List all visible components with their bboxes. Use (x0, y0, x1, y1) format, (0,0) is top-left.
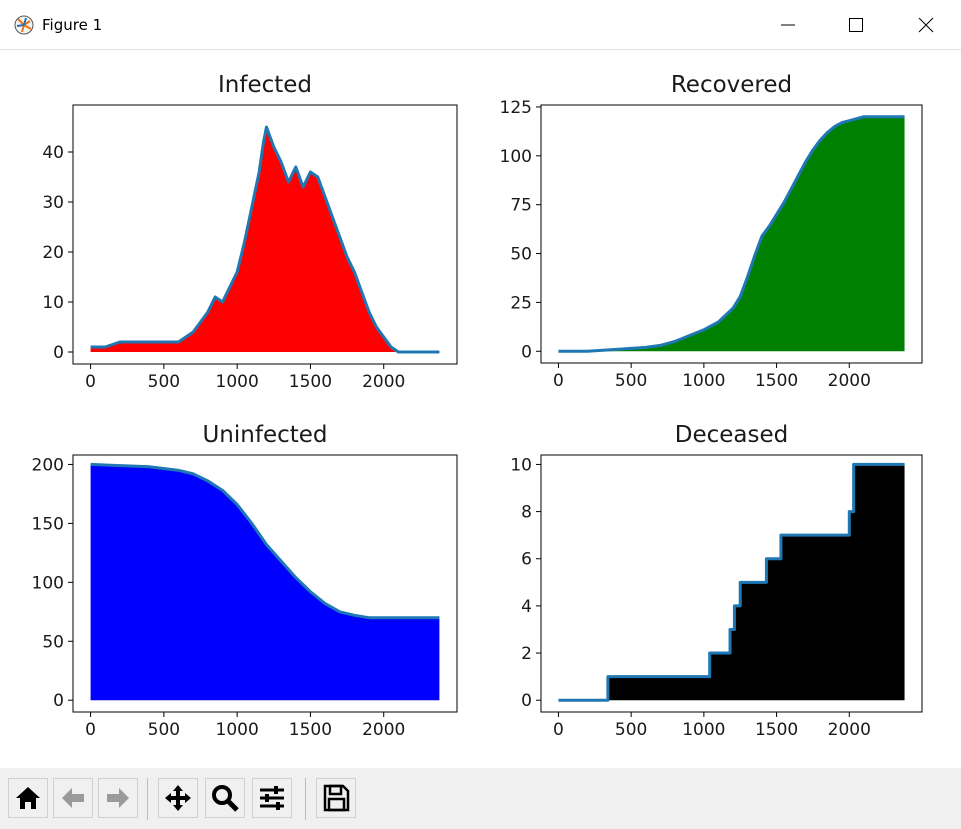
infected-ytick-label: 20 (42, 243, 64, 263)
uninfected-series-line (90, 462, 440, 620)
arrow-right-icon (107, 788, 129, 808)
deceased-ytick-label: 6 (521, 550, 532, 570)
infected-xtick-label: 1000 (216, 372, 259, 392)
navigation-toolbar (0, 768, 961, 829)
maximize-button[interactable] (824, 0, 888, 50)
uninfected-ytick-label: 200 (32, 455, 64, 475)
infected-chart: Infected 0 500 1000 1500 2000 0 10 20 30 40 (42, 72, 458, 392)
uninfected-xtick-label: 2000 (362, 720, 405, 740)
back-button[interactable] (53, 778, 93, 818)
deceased-xtick-label: 2000 (828, 720, 871, 740)
window-title: Figure 1 (42, 16, 103, 34)
recovered-axes-frame (540, 104, 923, 364)
arrow-left-icon (62, 788, 84, 808)
deceased-ytick-label: 0 (521, 691, 532, 711)
close-icon (918, 17, 934, 33)
recovered-xtick-label: 500 (615, 371, 647, 391)
recovered-xtick-label: 0 (553, 371, 564, 391)
window-titlebar: Figure 1 (0, 0, 961, 50)
magnifier-icon (212, 785, 239, 812)
deceased-xtick-label: 1500 (755, 720, 798, 740)
uninfected-ytick-label: 100 (32, 573, 64, 593)
infected-axes-frame (72, 104, 458, 365)
uninfected-xtick-label: 1000 (216, 720, 259, 740)
deceased-xtick-label: 0 (553, 720, 564, 740)
close-button[interactable] (894, 0, 958, 50)
uninfected-ytick-label: 150 (32, 514, 64, 534)
infected-series-line (90, 125, 440, 354)
uninfected-title: Uninfected (202, 422, 327, 448)
recovered-title: Recovered (671, 72, 792, 98)
sliders-icon (260, 786, 284, 810)
deceased-title: Deceased (675, 422, 788, 448)
deceased-chart: Deceased 0 500 1000 1500 2000 0 2 4 6 8 10 (510, 422, 923, 740)
uninfected-axes-frame (72, 454, 458, 713)
uninfected-ytick-label: 50 (42, 632, 64, 652)
uninfected-xtick-label: 0 (85, 720, 96, 740)
maximize-icon (849, 18, 863, 32)
deceased-area-fill (558, 464, 905, 701)
deceased-ytick-label: 10 (510, 455, 532, 475)
infected-ytick-label: 30 (42, 193, 64, 213)
infected-ytick-label: 0 (53, 343, 64, 363)
minimize-icon (781, 24, 795, 26)
infected-ytick-label: 40 (42, 143, 64, 163)
recovered-xtick-label: 1500 (755, 371, 798, 391)
matplotlib-logo-icon (14, 15, 34, 35)
recovered-chart: Recovered 0 500 1000 1500 2000 0 25 50 75 100 125 (500, 72, 923, 391)
infected-ytick-label: 10 (42, 293, 64, 313)
infected-xtick-label: 2000 (362, 372, 405, 392)
recovered-series-line (558, 115, 905, 353)
deceased-xtick-label: 500 (615, 720, 647, 740)
recovered-ytick-label: 100 (500, 147, 532, 167)
infected-xtick-label: 1500 (289, 372, 332, 392)
uninfected-xtick-label: 500 (148, 720, 180, 740)
forward-button[interactable] (98, 778, 138, 818)
recovered-area-fill (558, 116, 905, 352)
uninfected-ytick-label: 0 (53, 691, 64, 711)
infected-xtick-label: 500 (148, 372, 180, 392)
deceased-series-line (558, 462, 905, 702)
uninfected-area-fill (90, 464, 440, 701)
toolbar-separator (305, 778, 306, 820)
deceased-ytick-label: 8 (521, 503, 532, 523)
uninfected-xtick-label: 1500 (289, 720, 332, 740)
deceased-ytick-label: 4 (521, 597, 532, 617)
move-icon (165, 785, 191, 811)
save-button[interactable] (316, 778, 356, 818)
home-icon (16, 787, 40, 809)
infected-title: Infected (218, 72, 312, 98)
recovered-ytick-label: 125 (500, 98, 532, 118)
pan-button[interactable] (158, 778, 198, 818)
minimize-button[interactable] (756, 0, 820, 50)
uninfected-chart: Uninfected 0 500 1000 1500 2000 0 50 100 150 200 (32, 422, 458, 740)
infected-area-fill (90, 127, 440, 352)
configure-subplots-button[interactable] (252, 778, 292, 818)
recovered-ytick-label: 25 (510, 293, 532, 313)
zoom-button[interactable] (205, 778, 245, 818)
recovered-ytick-label: 75 (510, 196, 532, 216)
recovered-ytick-label: 0 (521, 342, 532, 362)
recovered-ytick-label: 50 (510, 245, 532, 265)
home-button[interactable] (8, 778, 48, 818)
floppy-disk-icon (323, 784, 350, 812)
recovered-xtick-label: 1000 (682, 371, 725, 391)
deceased-xtick-label: 1000 (682, 720, 725, 740)
toolbar-separator (147, 778, 148, 820)
deceased-axes-frame (540, 454, 923, 713)
infected-xtick-label: 0 (85, 372, 96, 392)
deceased-ytick-label: 2 (521, 644, 532, 664)
recovered-xtick-label: 2000 (828, 371, 871, 391)
